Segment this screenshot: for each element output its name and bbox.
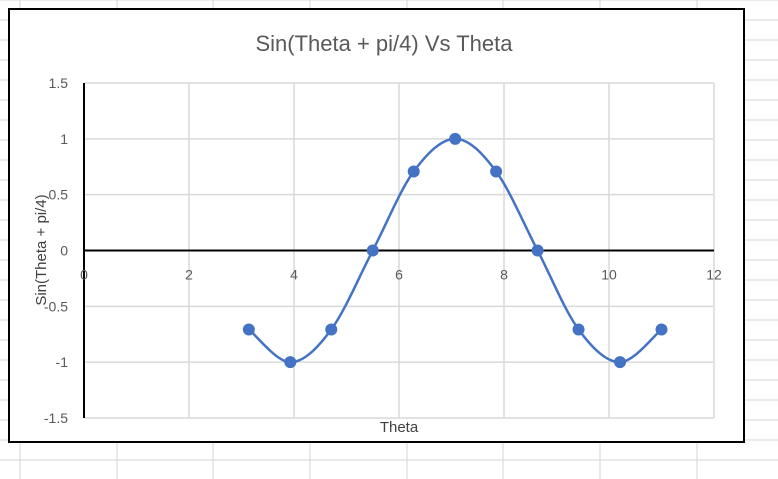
data-point[interactable] [284,356,297,369]
data-point[interactable] [572,323,585,336]
y-tick-labels: 1.5 1 0.5 0 -0.5 -1 -1.5 [44,75,68,426]
chart-title: Sin(Theta + pi/4) Vs Theta [255,31,513,56]
data-points [242,132,668,369]
y-tick-label: -1.5 [44,410,68,426]
y-tick-label: 0.5 [49,187,69,203]
x-axis-label: Theta [380,419,419,436]
x-tick-label: 2 [185,267,193,283]
data-point[interactable] [407,165,420,178]
axes [83,83,714,418]
x-tick-label: 12 [706,267,722,283]
y-tick-label: 0 [60,243,68,259]
x-tick-label: 6 [395,267,403,283]
y-tick-label: -1 [56,354,69,370]
data-point[interactable] [490,165,503,178]
x-tick-label: 8 [500,267,508,283]
data-point[interactable] [449,132,462,145]
data-point[interactable] [366,244,379,257]
y-tick-label: -0.5 [44,298,68,314]
y-tick-label: 1 [60,131,68,147]
y-axis-label: Sin(Theta + pi/4) [33,194,50,305]
data-point[interactable] [325,323,338,336]
x-tick-label: 0 [80,267,88,283]
data-point[interactable] [531,244,544,257]
data-point[interactable] [242,323,255,336]
y-tick-label: 1.5 [49,75,69,91]
data-point[interactable] [614,356,627,369]
x-tick-labels: 0 2 4 6 8 10 12 [80,267,722,283]
x-tick-label: 10 [601,267,617,283]
chart-area[interactable] [8,8,745,443]
data-point[interactable] [655,323,668,336]
x-tick-label: 4 [290,267,298,283]
